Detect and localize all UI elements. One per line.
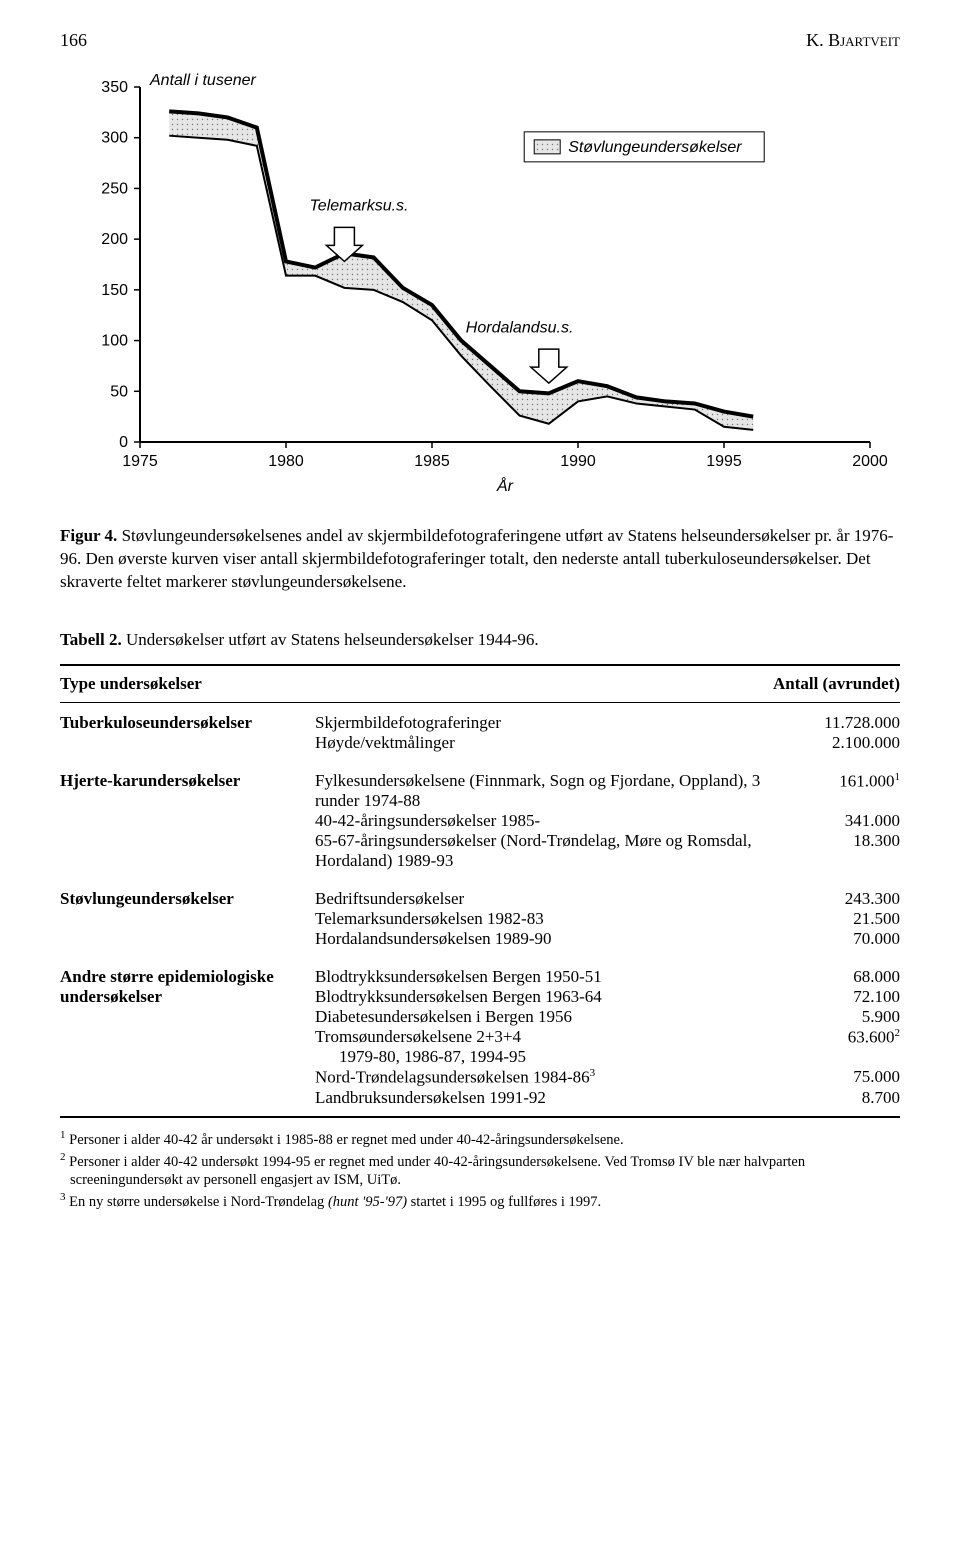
table-cell-value: 68.000 <box>790 967 900 987</box>
table-cell-value: 341.000 <box>790 811 900 831</box>
svg-text:150: 150 <box>101 282 128 299</box>
svg-text:250: 250 <box>101 180 128 197</box>
svg-text:År: År <box>496 476 514 495</box>
svg-text:50: 50 <box>110 383 128 400</box>
table-cell-value: 75.000 <box>790 1067 900 1088</box>
table-cell-desc: Telemarksundersøkelsen 1982-83 <box>315 909 790 929</box>
table-row: 1979-80, 1986-87, 1994-95 <box>315 1047 900 1067</box>
table-group: Andre større epidemiologiske undersøkels… <box>60 957 900 1116</box>
table-row: Bedriftsundersøkelser243.300 <box>315 889 900 909</box>
svg-text:1985: 1985 <box>414 453 450 470</box>
table-cell-desc: Diabetesundersøkelsen i Bergen 1956 <box>315 1007 790 1027</box>
table-row: Blodtrykksundersøkelsen Bergen 1950-5168… <box>315 967 900 987</box>
table-cell-desc: Blodtrykksundersøkelsen Bergen 1950-51 <box>315 967 790 987</box>
svg-text:Støvlungeundersøkelser: Støvlungeundersøkelser <box>568 139 742 156</box>
table-head-right: Antall (avrundet) <box>773 674 900 694</box>
table-cell-desc: Blodtrykksundersøkelsen Bergen 1963-64 <box>315 987 790 1007</box>
table-cell-value <box>790 1047 900 1067</box>
table-row: 40-42-åringsundersøkelser 1985-341.000 <box>315 811 900 831</box>
svg-text:1975: 1975 <box>122 453 158 470</box>
table-cell-value: 21.500 <box>790 909 900 929</box>
svg-text:Telemarksu.s.: Telemarksu.s. <box>310 198 409 215</box>
svg-text:100: 100 <box>101 333 128 350</box>
table-group-name: Støvlungeundersøkelser <box>60 889 315 949</box>
table-cell-desc: Fylkesundersøkelsene (Finnmark, Sogn og … <box>315 771 790 811</box>
figure-4-label: Figur 4. <box>60 526 117 545</box>
svg-text:300: 300 <box>101 130 128 147</box>
table-header-row: Type undersøkelser Antall (avrundet) <box>60 666 900 702</box>
table-cell-desc: 1979-80, 1986-87, 1994-95 <box>315 1047 790 1067</box>
table-group: Hjerte-karundersøkelserFylkesundersøkels… <box>60 761 900 879</box>
table-cell-desc: Skjermbildefotograferinger <box>315 713 790 733</box>
table-cell-value: 70.000 <box>790 929 900 949</box>
table-row: Nord-Trøndelagsundersøkelsen 1984-86375.… <box>315 1067 900 1088</box>
running-header: 166 K. Bjartveit <box>60 30 900 51</box>
svg-text:350: 350 <box>101 79 128 96</box>
table-row: Høyde/vektmålinger2.100.000 <box>315 733 900 753</box>
table-cell-desc: 40-42-åringsundersøkelser 1985- <box>315 811 790 831</box>
table-row: Blodtrykksundersøkelsen Bergen 1963-6472… <box>315 987 900 1007</box>
table-row: Fylkesundersøkelsene (Finnmark, Sogn og … <box>315 771 900 811</box>
table-row: Hordalandsundersøkelsen 1989-9070.000 <box>315 929 900 949</box>
table-cell-desc: Nord-Trøndelagsundersøkelsen 1984-863 <box>315 1067 790 1088</box>
table-group-name: Hjerte-karundersøkelser <box>60 771 315 871</box>
table-group-name: Tuberkuloseundersøkelser <box>60 713 315 753</box>
table-group: TuberkuloseundersøkelserSkjermbildefotog… <box>60 703 900 761</box>
svg-text:0: 0 <box>119 434 128 451</box>
svg-text:Hordalandsu.s.: Hordalandsu.s. <box>466 319 574 336</box>
table-cell-value: 161.0001 <box>790 771 900 811</box>
table-row: Telemarksundersøkelsen 1982-8321.500 <box>315 909 900 929</box>
table-cell-desc: Bedriftsundersøkelser <box>315 889 790 909</box>
table-group-name: Andre større epidemiologiske undersøkels… <box>60 967 315 1108</box>
table-row: 65-67-åringsundersøkelser (Nord-Trøndela… <box>315 831 900 871</box>
table-row: Skjermbildefotograferinger11.728.000 <box>315 713 900 733</box>
svg-text:200: 200 <box>101 231 128 248</box>
table-cell-value: 5.900 <box>790 1007 900 1027</box>
table-2-label: Tabell 2. <box>60 630 122 649</box>
figure-4-caption: Figur 4. Støvlungeundersøkelsenes andel … <box>60 525 900 594</box>
table-cell-desc: Landbruksundersøkelsen 1991-92 <box>315 1088 790 1108</box>
table-cell-desc: Tromsøundersøkelsene 2+3+4 <box>315 1027 790 1048</box>
table-group: StøvlungeundersøkelserBedriftsundersøkel… <box>60 879 900 957</box>
page-number: 166 <box>60 30 87 51</box>
figure-4-text: Støvlungeundersøkelsenes andel av skjerm… <box>60 526 893 591</box>
table-cell-value: 18.300 <box>790 831 900 871</box>
table-row: Landbruksundersøkelsen 1991-928.700 <box>315 1088 900 1108</box>
table-row: Diabetesundersøkelsen i Bergen 19565.900 <box>315 1007 900 1027</box>
table-2-title-text: Undersøkelser utført av Statens helseund… <box>122 630 539 649</box>
svg-text:1995: 1995 <box>706 453 742 470</box>
table-bottom-rule <box>60 1116 900 1118</box>
table-2-title: Tabell 2. Undersøkelser utført av Staten… <box>60 630 900 650</box>
footnote-3: 3 En ny større undersøkelse i Nord-Trønd… <box>60 1190 900 1212</box>
footnotes: 1 Personer i alder 40-42 år undersøkt i … <box>60 1128 900 1212</box>
running-head-author: K. Bjartveit <box>806 30 900 51</box>
svg-text:2000: 2000 <box>852 453 888 470</box>
table-cell-value: 63.6002 <box>790 1027 900 1048</box>
svg-text:Antall i tusener: Antall i tusener <box>149 72 257 89</box>
table-cell-value: 11.728.000 <box>790 713 900 733</box>
svg-text:1980: 1980 <box>268 453 304 470</box>
table-cell-value: 8.700 <box>790 1088 900 1108</box>
table-cell-value: 72.100 <box>790 987 900 1007</box>
table-cell-desc: 65-67-åringsundersøkelser (Nord-Trøndela… <box>315 831 790 871</box>
table-head-left: Type undersøkelser <box>60 674 202 694</box>
table-row: Tromsøundersøkelsene 2+3+463.6002 <box>315 1027 900 1048</box>
footnote-2: 2 Personer i alder 40-42 undersøkt 1994-… <box>60 1150 900 1191</box>
table-cell-value: 243.300 <box>790 889 900 909</box>
table-cell-desc: Hordalandsundersøkelsen 1989-90 <box>315 929 790 949</box>
figure-4-chart: 0 50 100 150 200 250 300 350 1975 1980 1985 1990 199… <box>70 67 890 497</box>
table-cell-desc: Høyde/vektmålinger <box>315 733 790 753</box>
table-cell-value: 2.100.000 <box>790 733 900 753</box>
footnote-1: 1 Personer i alder 40-42 år undersøkt i … <box>60 1128 900 1150</box>
table-body: TuberkuloseundersøkelserSkjermbildefotog… <box>60 703 900 1116</box>
svg-text:1990: 1990 <box>560 453 596 470</box>
